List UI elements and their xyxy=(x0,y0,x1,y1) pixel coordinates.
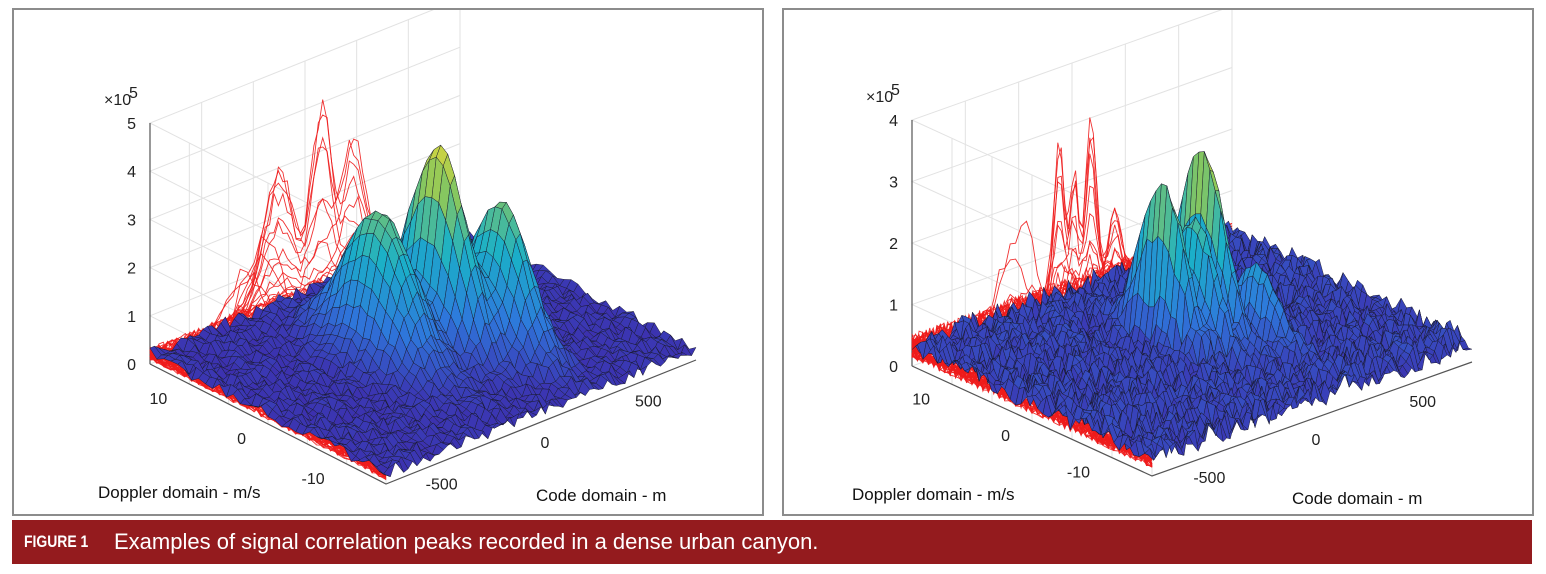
z-tick-label: 1 xyxy=(127,309,136,326)
code-axis-label: Code domain - m xyxy=(536,486,666,505)
correlation-surface xyxy=(149,144,697,477)
z-tick-label: 2 xyxy=(127,261,136,278)
code-tick-label: 500 xyxy=(635,394,662,411)
doppler-tick-label: 10 xyxy=(150,391,168,408)
code-tick-label: -500 xyxy=(426,476,458,493)
floor-axis-lines xyxy=(149,359,697,485)
right-surface-plot: 0 1 2 3 4 ×10 5 10 0 -10 -500 0 500 Doppler domain - … xyxy=(782,8,1534,516)
doppler-tick-label: 0 xyxy=(237,431,246,448)
z-tick-label: 0 xyxy=(127,357,136,374)
z-tick-label: 3 xyxy=(127,212,136,229)
surface-patch xyxy=(378,471,391,477)
z-tick-label: 5 xyxy=(127,116,136,133)
z-tick-label: 4 xyxy=(127,164,136,181)
z-exponent-label: ×10 xyxy=(104,92,131,109)
left-surface-plot: 0 1 2 3 4 5 ×10 5 10 0 -10 -500 0 500 Doppler domain -… xyxy=(12,8,764,516)
doppler-axis-label: Doppler domain - m/s xyxy=(98,483,261,502)
floor-axis-lines xyxy=(911,361,1473,477)
doppler-tick-label: -10 xyxy=(302,471,325,488)
code-tick-label: 0 xyxy=(541,435,550,452)
correlation-surface xyxy=(911,151,1473,461)
z-exponent-power: 5 xyxy=(129,85,138,102)
